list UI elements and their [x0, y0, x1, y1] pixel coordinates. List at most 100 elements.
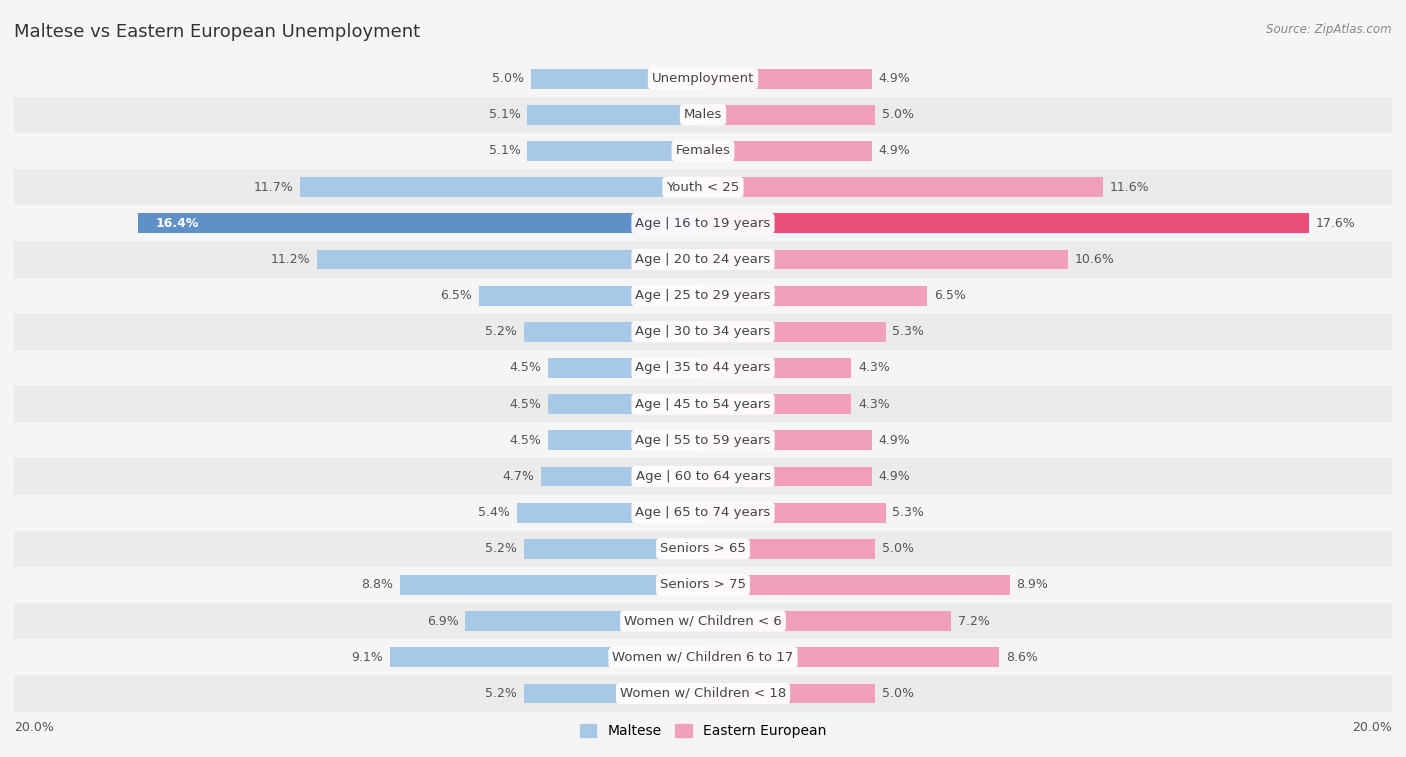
Text: 5.2%: 5.2% [485, 542, 517, 556]
Bar [14, 133, 1392, 169]
Bar [517, 503, 703, 522]
Bar [527, 105, 703, 125]
Text: 4.7%: 4.7% [502, 470, 534, 483]
Bar [399, 575, 703, 595]
Bar [703, 611, 950, 631]
Bar [548, 394, 703, 414]
Text: 16.4%: 16.4% [155, 217, 198, 230]
Text: Age | 60 to 64 years: Age | 60 to 64 years [636, 470, 770, 483]
Bar [465, 611, 703, 631]
Text: Age | 16 to 19 years: Age | 16 to 19 years [636, 217, 770, 230]
Text: 20.0%: 20.0% [14, 721, 53, 734]
Text: 20.0%: 20.0% [1353, 721, 1392, 734]
Bar [703, 285, 927, 306]
Text: 5.2%: 5.2% [485, 687, 517, 700]
Text: 17.6%: 17.6% [1316, 217, 1355, 230]
Bar [703, 69, 872, 89]
Bar [703, 539, 875, 559]
Text: 7.2%: 7.2% [957, 615, 990, 628]
Bar [703, 177, 1102, 197]
Text: Youth < 25: Youth < 25 [666, 181, 740, 194]
Text: Seniors > 75: Seniors > 75 [659, 578, 747, 591]
Text: Women w/ Children < 18: Women w/ Children < 18 [620, 687, 786, 700]
Bar [548, 431, 703, 450]
Text: Age | 25 to 29 years: Age | 25 to 29 years [636, 289, 770, 302]
Text: 5.0%: 5.0% [882, 542, 914, 556]
Text: 4.9%: 4.9% [879, 470, 911, 483]
Bar [14, 205, 1392, 241]
Text: 6.9%: 6.9% [426, 615, 458, 628]
Bar [14, 639, 1392, 675]
Text: 4.9%: 4.9% [879, 434, 911, 447]
Bar [14, 61, 1392, 97]
Bar [524, 684, 703, 703]
Text: 4.5%: 4.5% [509, 397, 541, 410]
Bar [541, 466, 703, 487]
Bar [524, 322, 703, 341]
Bar [14, 241, 1392, 278]
Bar [14, 313, 1392, 350]
Text: 8.8%: 8.8% [361, 578, 392, 591]
Bar [14, 567, 1392, 603]
Bar [14, 675, 1392, 712]
Bar [14, 531, 1392, 567]
Bar [703, 394, 851, 414]
Text: Source: ZipAtlas.com: Source: ZipAtlas.com [1267, 23, 1392, 36]
Text: Unemployment: Unemployment [652, 72, 754, 85]
Bar [703, 684, 875, 703]
Text: Males: Males [683, 108, 723, 121]
Bar [389, 647, 703, 667]
Text: 5.0%: 5.0% [492, 72, 524, 85]
Bar [14, 278, 1392, 313]
Bar [14, 603, 1392, 639]
Bar [703, 213, 1309, 233]
Text: Women w/ Children < 6: Women w/ Children < 6 [624, 615, 782, 628]
Bar [14, 350, 1392, 386]
Text: Age | 30 to 34 years: Age | 30 to 34 years [636, 326, 770, 338]
Text: 5.1%: 5.1% [488, 108, 520, 121]
Text: 5.3%: 5.3% [893, 326, 924, 338]
Bar [703, 647, 1000, 667]
Bar [703, 575, 1010, 595]
Bar [527, 141, 703, 161]
Text: 11.2%: 11.2% [271, 253, 311, 266]
Text: 6.5%: 6.5% [440, 289, 472, 302]
Text: 8.9%: 8.9% [1017, 578, 1049, 591]
Bar [703, 322, 886, 341]
Bar [703, 358, 851, 378]
Bar [14, 97, 1392, 133]
Text: 8.6%: 8.6% [1007, 651, 1038, 664]
Text: Age | 20 to 24 years: Age | 20 to 24 years [636, 253, 770, 266]
Bar [318, 250, 703, 269]
Text: 4.9%: 4.9% [879, 145, 911, 157]
Text: Age | 55 to 59 years: Age | 55 to 59 years [636, 434, 770, 447]
Text: Females: Females [675, 145, 731, 157]
Bar [14, 422, 1392, 459]
Text: 11.7%: 11.7% [253, 181, 292, 194]
Text: 5.0%: 5.0% [882, 687, 914, 700]
Text: 4.5%: 4.5% [509, 434, 541, 447]
Bar [14, 169, 1392, 205]
Text: 4.5%: 4.5% [509, 362, 541, 375]
Text: 5.2%: 5.2% [485, 326, 517, 338]
Text: 5.4%: 5.4% [478, 506, 510, 519]
Text: 4.9%: 4.9% [879, 72, 911, 85]
Text: 10.6%: 10.6% [1076, 253, 1115, 266]
Bar [703, 250, 1069, 269]
Text: Women w/ Children 6 to 17: Women w/ Children 6 to 17 [613, 651, 793, 664]
Bar [703, 466, 872, 487]
Text: Maltese vs Eastern European Unemployment: Maltese vs Eastern European Unemployment [14, 23, 420, 41]
Bar [14, 494, 1392, 531]
Text: Seniors > 65: Seniors > 65 [659, 542, 747, 556]
Bar [14, 386, 1392, 422]
Text: 5.0%: 5.0% [882, 108, 914, 121]
Bar [703, 503, 886, 522]
Text: 6.5%: 6.5% [934, 289, 966, 302]
Text: 4.3%: 4.3% [858, 397, 890, 410]
Text: Age | 65 to 74 years: Age | 65 to 74 years [636, 506, 770, 519]
Text: 5.1%: 5.1% [488, 145, 520, 157]
Text: 4.3%: 4.3% [858, 362, 890, 375]
Bar [299, 177, 703, 197]
Text: Age | 45 to 54 years: Age | 45 to 54 years [636, 397, 770, 410]
Text: Age | 35 to 44 years: Age | 35 to 44 years [636, 362, 770, 375]
